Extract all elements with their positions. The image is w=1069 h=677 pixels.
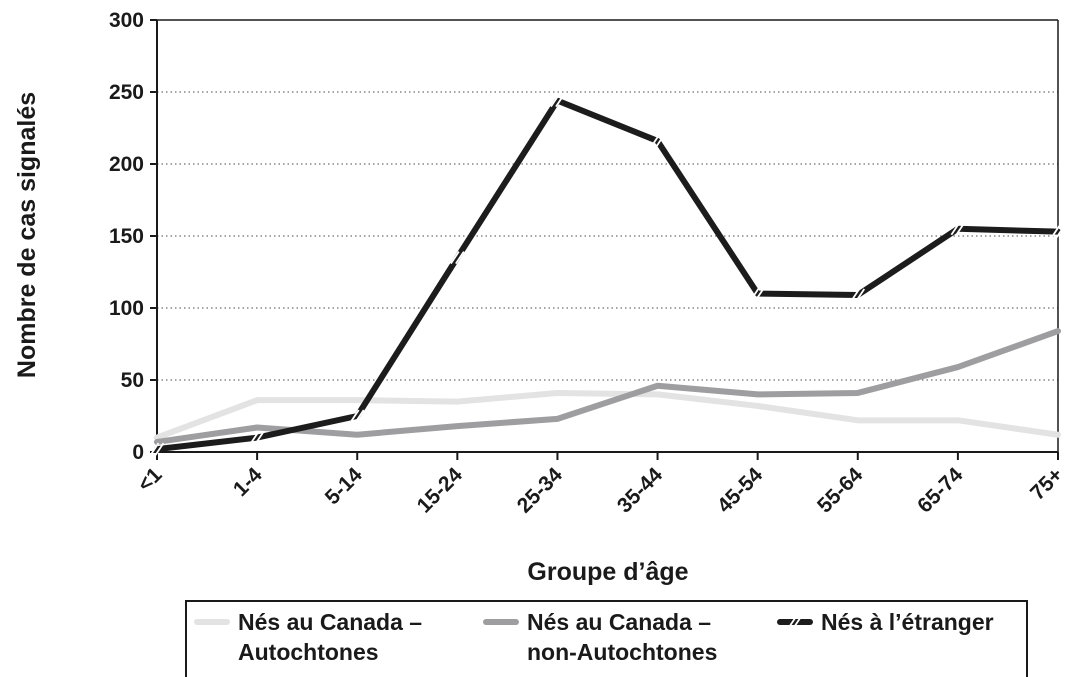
series-line-1 xyxy=(154,389,1061,441)
x-tick-label: 65-74 xyxy=(913,463,967,517)
y-tick-label: 50 xyxy=(121,369,144,392)
x-tick-labels: <1 1-4 5-14 15-24 25-34 35-44 45-54 55-64 65-74 7… xyxy=(133,463,1067,517)
data-point-marker xyxy=(750,287,765,301)
x-tick-label: 1-4 xyxy=(229,463,267,501)
y-tick-label: 100 xyxy=(109,297,144,320)
legend-item-1: Nés au Canada – Autochtones xyxy=(194,609,422,665)
data-point-marker xyxy=(850,288,866,302)
grid-lines xyxy=(157,91,1058,381)
x-tick-label: 5-14 xyxy=(321,463,367,509)
legend-box xyxy=(185,600,1028,677)
x-tick-label: <1 xyxy=(133,463,166,496)
x-tick-label: 25-34 xyxy=(513,463,567,517)
legend-item-2: Nés au Canada – non-Autochtones xyxy=(483,609,717,665)
series-line-3 xyxy=(154,97,1061,453)
legend-label: Nés au Canada – xyxy=(527,609,711,635)
data-point-marker xyxy=(950,222,966,236)
data-point-marker xyxy=(550,94,565,108)
x-tick-label: 15-24 xyxy=(413,463,467,517)
x-axis-title: Groupe d’âge xyxy=(527,558,688,586)
legend-label: Autochtones xyxy=(238,639,379,665)
x-tick-label: 35-44 xyxy=(613,463,667,517)
legend-label: Nés au Canada – xyxy=(238,609,422,635)
y-tick-label: 300 xyxy=(109,9,144,32)
series-lines xyxy=(149,94,1066,456)
y-axis-title: Nombre de cas signalés xyxy=(13,92,41,378)
legend-item-3: Nés à l’étranger xyxy=(777,609,994,635)
x-tick-label: 55-64 xyxy=(813,463,867,517)
y-tick-label: 150 xyxy=(109,225,144,248)
data-point-marker xyxy=(650,134,665,148)
data-point-marker xyxy=(349,409,365,423)
legend-label: Nés à l’étranger xyxy=(821,609,994,635)
y-tick-label: 200 xyxy=(109,153,144,176)
x-tick-label: 45-54 xyxy=(713,463,767,517)
y-tick-labels: 0 50 100 150 200 250 300 xyxy=(109,9,144,464)
series-line-2 xyxy=(154,328,1061,445)
y-tick-label: 0 xyxy=(132,441,144,464)
data-point-marker xyxy=(249,431,265,445)
legend-label: non-Autochtones xyxy=(527,639,717,665)
y-tick-label: 250 xyxy=(109,81,144,104)
legend-marker xyxy=(787,615,803,629)
data-point-marker xyxy=(450,251,465,265)
x-tick-label: 75+ xyxy=(1026,463,1067,504)
data-point-marker xyxy=(149,442,165,456)
data-point-marker xyxy=(1050,225,1066,239)
